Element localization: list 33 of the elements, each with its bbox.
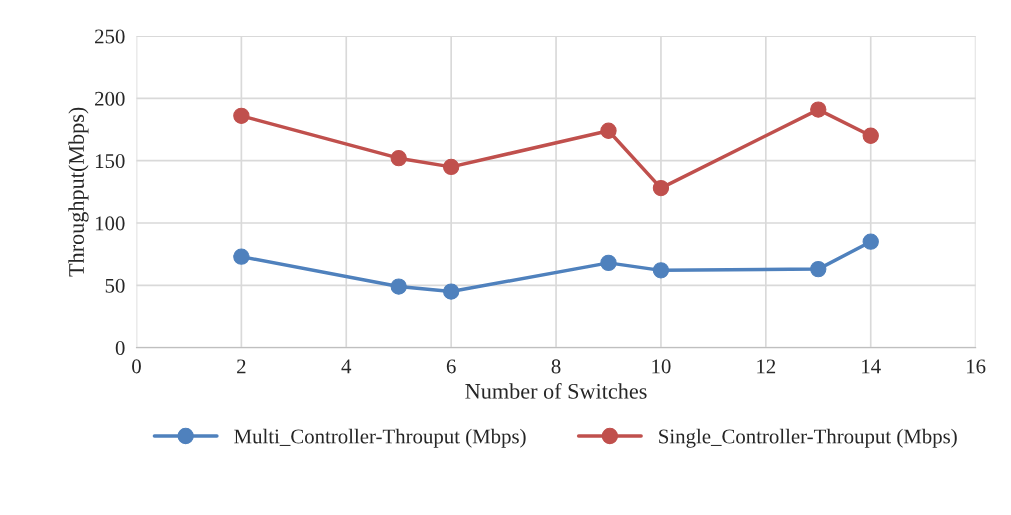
point (233, 107, 250, 124)
y-tick-label: 0 (115, 341, 125, 356)
point (233, 248, 250, 265)
y-axis-title: Throughput(Mbps) (68, 107, 89, 277)
x-axis-title: Number of Switches (465, 382, 647, 399)
legend-label: Multi_Controller-Throuput (Mbps) (234, 428, 526, 448)
point (443, 283, 460, 300)
x-tick-label: 0 (132, 359, 141, 374)
point (390, 150, 407, 167)
x-tick-label: 14 (862, 359, 881, 374)
x-tick-label: 12 (757, 359, 776, 374)
x-tick-label: 8 (551, 359, 561, 374)
point (600, 254, 617, 272)
x-tick-label: 2 (237, 359, 246, 374)
x-tick-label: 16 (967, 359, 986, 374)
point (443, 158, 460, 176)
y-tick-label: 50 (105, 278, 125, 293)
point (810, 260, 827, 278)
point (600, 122, 617, 139)
point (862, 233, 879, 250)
point (862, 127, 879, 144)
x-tick-label: 10 (652, 359, 671, 374)
y-tick-label: 250 (95, 29, 125, 44)
x-tick-label: 4 (341, 359, 352, 374)
point (652, 179, 670, 197)
point (810, 101, 827, 118)
y-tick-label: 200 (95, 91, 125, 106)
point (390, 278, 407, 295)
point (652, 262, 670, 279)
y-tick-label: 150 (95, 154, 125, 169)
y-tick-label: 100 (95, 216, 125, 231)
x-tick-label: 6 (446, 359, 456, 374)
legend-label: Single_Controller-Throuput (Mbps) (659, 428, 957, 448)
